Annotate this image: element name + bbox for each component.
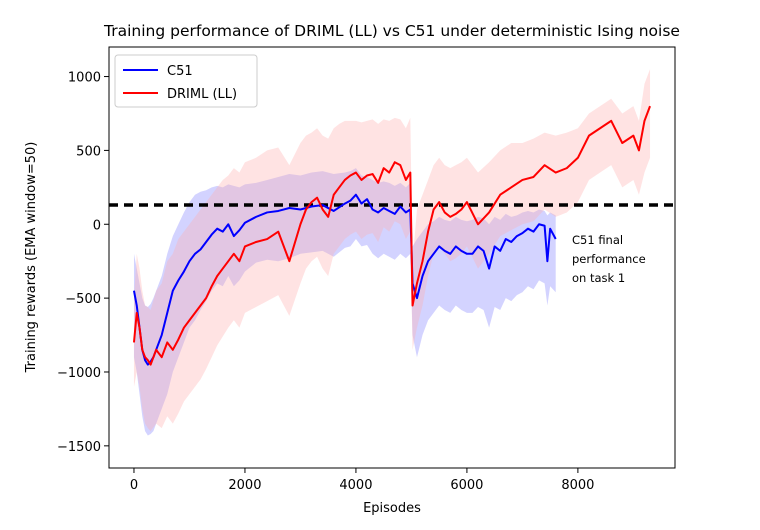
x-tick-label: 0 bbox=[130, 478, 138, 493]
driml-ll-line bbox=[132, 105, 651, 366]
plot-area bbox=[109, 69, 675, 436]
annotation-c51-final-performance: C51 final performance on task 1 bbox=[572, 233, 646, 285]
chart-title: Training performance of DRIML (LL) vs C5… bbox=[103, 22, 680, 40]
plot-frame bbox=[108, 46, 676, 469]
y-tick-label: 1000 bbox=[68, 71, 101, 86]
y-axis: −1500 −1000 −500 0 500 1000 bbox=[57, 71, 109, 455]
legend: C51 DRIML (LL) bbox=[114, 54, 258, 108]
c51-line bbox=[132, 193, 557, 366]
y-tick-label: −1500 bbox=[57, 440, 101, 455]
x-tick-label: 6000 bbox=[450, 478, 483, 493]
y-tick-label: −1000 bbox=[57, 366, 101, 381]
x-tick-label: 4000 bbox=[339, 478, 372, 493]
y-tick-label: 0 bbox=[93, 218, 101, 233]
y-axis-label: Training rewards (EMA window=50) bbox=[24, 142, 39, 374]
x-axis: 0 2000 4000 6000 8000 bbox=[130, 468, 594, 493]
legend-label-driml-ll: DRIML (LL) bbox=[167, 87, 237, 102]
x-tick-label: 2000 bbox=[228, 478, 261, 493]
c51-band bbox=[133, 168, 556, 436]
x-tick-label: 8000 bbox=[561, 478, 594, 493]
annotation-line: on task 1 bbox=[572, 271, 625, 285]
driml-ll-band bbox=[133, 69, 651, 432]
y-tick-label: −500 bbox=[65, 292, 101, 307]
x-axis-label: Episodes bbox=[363, 501, 421, 516]
annotation-line: performance bbox=[572, 252, 646, 266]
y-tick-label: 500 bbox=[76, 144, 101, 159]
annotation-line: C51 final bbox=[572, 233, 623, 247]
legend-label-c51: C51 bbox=[167, 64, 193, 79]
